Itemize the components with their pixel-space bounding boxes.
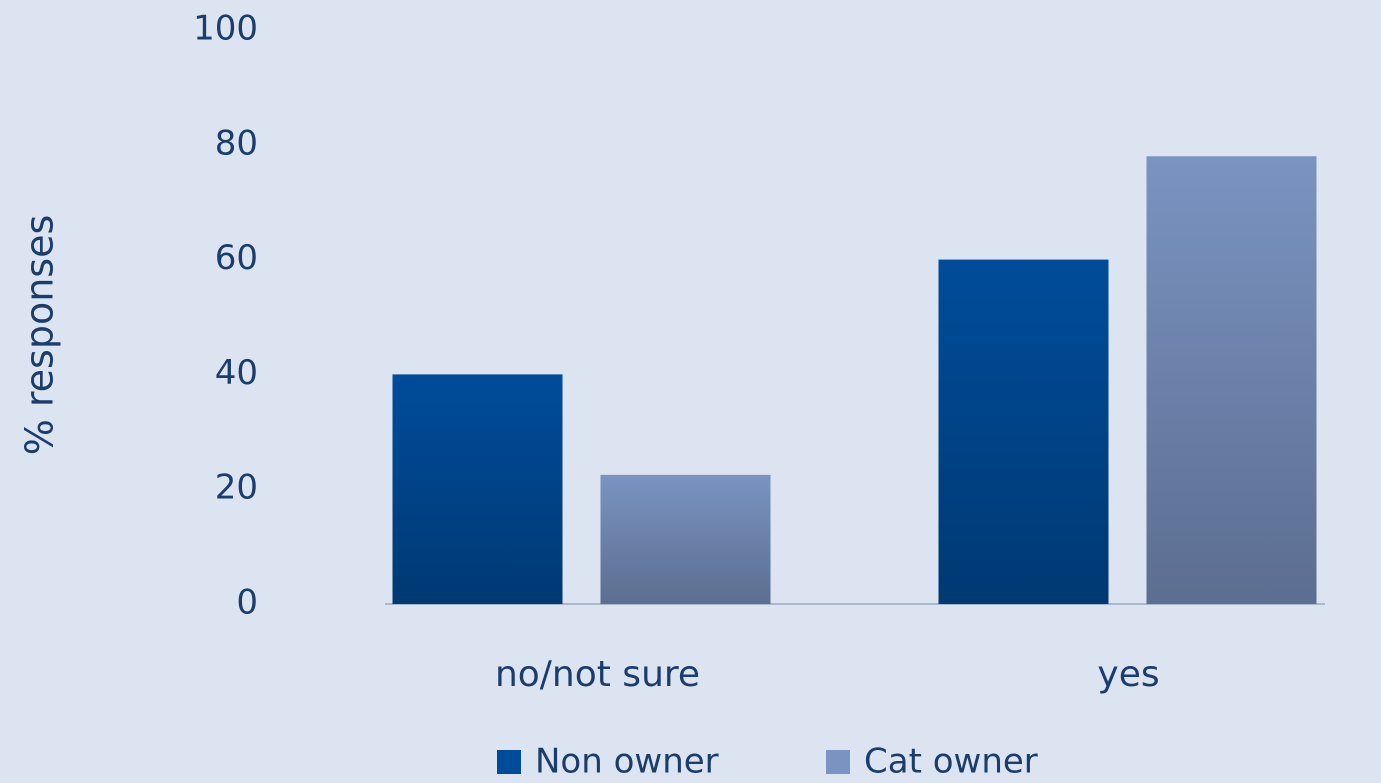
y-tick-label: 0 <box>236 583 258 623</box>
y-tick-label: 80 <box>215 123 258 163</box>
y-tick-label: 100 <box>193 9 258 49</box>
legend-label: Cat owner <box>864 742 1038 782</box>
y-axis-label: % responses <box>18 215 62 456</box>
y-tick-label: 20 <box>215 468 258 508</box>
bar-shade <box>600 474 771 604</box>
bar-shade <box>938 259 1109 604</box>
legend-swatch <box>826 750 850 774</box>
bar-shade <box>1146 156 1317 604</box>
y-tick-label: 60 <box>215 238 258 278</box>
bar-shade <box>392 374 563 604</box>
x-tick-label: yes <box>1097 654 1159 695</box>
legend-label: Non owner <box>535 742 719 782</box>
legend-swatch <box>497 750 521 774</box>
x-tick-label: no/not sure <box>495 654 700 695</box>
y-tick-label: 40 <box>215 353 258 393</box>
